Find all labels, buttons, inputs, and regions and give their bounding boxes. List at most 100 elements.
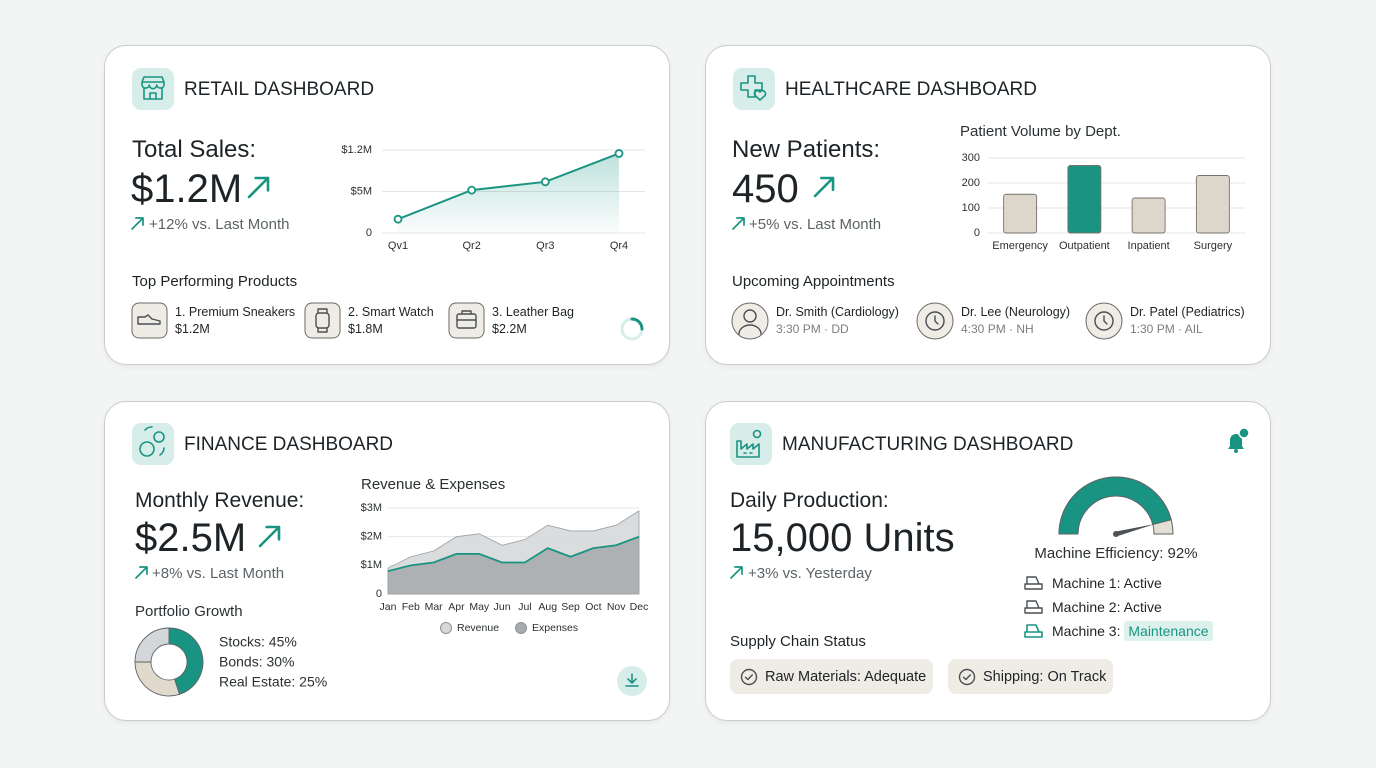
trend-arrow <box>247 176 270 199</box>
machine-label: Machine 2: <box>1052 599 1121 615</box>
pie-slice <box>134 661 181 697</box>
chart-title: Revenue & Expenses <box>361 476 505 493</box>
product-icon <box>131 302 168 339</box>
supply-text: Shipping: On Track <box>983 668 1107 685</box>
x-tick-label: Aug <box>538 601 557 613</box>
product-value: $1.2M <box>175 322 210 336</box>
product-value: $1.8M <box>348 322 383 336</box>
legend-label: Expenses <box>532 622 578 634</box>
legend-swatch <box>440 622 452 634</box>
check-icon <box>958 668 976 685</box>
product-value: $2.2M <box>492 322 527 336</box>
metric-value: 15,000 Units <box>730 516 955 560</box>
product-name: 1. Premium Sneakers <box>175 305 296 319</box>
supply-pill: Shipping: On Track <box>948 659 1113 694</box>
bar <box>1131 197 1166 234</box>
machine-state: Active <box>1123 575 1162 591</box>
x-tick-label: Jun <box>494 601 511 613</box>
legend-swatch <box>515 622 528 634</box>
doctor-avatar <box>731 302 769 340</box>
metric-value: $1.2M <box>131 167 243 211</box>
x-tick-label: Dec <box>630 601 649 613</box>
metric-change: +5% vs. Last Month <box>749 216 882 233</box>
store-icon <box>132 68 174 110</box>
x-tick-label: Qr4 <box>610 240 628 252</box>
x-tick-label: Jul <box>518 601 531 613</box>
y-tick-label: 0 <box>376 588 382 600</box>
notification-bell[interactable] <box>1228 427 1250 453</box>
line-point <box>467 185 477 195</box>
x-tick-label: Qr3 <box>536 240 554 252</box>
x-tick-label: May <box>469 601 490 613</box>
x-tick-label: Mar <box>425 601 444 613</box>
x-tick-label: Inpatient <box>1128 240 1170 252</box>
appointment-doctor: Dr. Smith (Cardiology) <box>776 305 899 319</box>
card-title: RETAIL DASHBOARD <box>184 79 375 100</box>
chart-title: Portfolio Growth <box>135 603 243 620</box>
loading-spinner <box>620 317 644 341</box>
trend-arrow <box>730 566 743 579</box>
metric-change: +12% vs. Last Month <box>149 216 290 233</box>
x-tick-label: Qv1 <box>388 240 408 252</box>
gauge-needle <box>1115 524 1155 537</box>
metric-value: $2.5M <box>135 516 247 560</box>
metric-change: +8% vs. Last Month <box>152 565 285 582</box>
card-title: MANUFACTURING DASHBOARD <box>782 434 1074 455</box>
machine-status: Machine 1: Active <box>1052 576 1162 590</box>
finance-icon <box>132 423 174 465</box>
machine-icon <box>1024 624 1043 638</box>
section-title: Top Performing Products <box>132 273 298 290</box>
clock-icon <box>916 302 954 340</box>
line-area <box>398 153 619 233</box>
legend-label: Revenue <box>457 622 499 634</box>
pie-slice <box>134 627 170 663</box>
metric-label: Daily Production: <box>730 489 889 512</box>
trend-arrow <box>732 217 745 230</box>
card-title: HEALTHCARE DASHBOARD <box>785 79 1037 100</box>
download-button[interactable] <box>617 666 647 696</box>
x-tick-label: Feb <box>402 601 420 613</box>
y-tick-label: 0 <box>974 227 980 239</box>
trend-arrow <box>813 176 835 198</box>
appointment-time: 4:30 PM · NH <box>961 322 1034 336</box>
y-tick-label: $1.2M <box>341 144 372 156</box>
y-tick-label: $5M <box>351 185 372 197</box>
line-point <box>614 149 624 158</box>
pie-label: Stocks: 45% <box>219 634 297 650</box>
supply-pill: Raw Materials: Adequate <box>730 659 933 694</box>
x-tick-label: Nov <box>607 601 626 613</box>
area-line <box>387 535 640 572</box>
x-tick-label: Qr2 <box>462 240 480 252</box>
check-icon <box>740 668 758 685</box>
factory-icon <box>730 423 772 465</box>
gauge-hub <box>1113 531 1119 537</box>
gauge-label: Machine Efficiency: 92% <box>1034 545 1197 562</box>
pie-label: Real Estate: 25% <box>219 674 327 690</box>
clock-icon <box>1085 302 1123 340</box>
machine-state: Maintenance <box>1124 621 1213 641</box>
machine-icon <box>1024 600 1043 614</box>
trend-arrow <box>258 525 281 548</box>
machine-state: Active <box>1123 599 1162 615</box>
product-icon <box>304 302 341 339</box>
metric-value: 450 <box>732 167 799 211</box>
metric-label: Total Sales: <box>132 136 257 163</box>
healthcare-card <box>705 45 1271 365</box>
card-title: FINANCE DASHBOARD <box>184 434 394 455</box>
metric-label: New Patients: <box>732 136 881 163</box>
x-tick-label: Emergency <box>992 240 1048 252</box>
metric-label: Monthly Revenue: <box>135 489 305 512</box>
trend-arrow <box>131 217 144 230</box>
y-tick-label: 100 <box>962 202 980 214</box>
x-tick-label: Outpatient <box>1059 240 1110 252</box>
bar <box>1195 175 1230 234</box>
pie-label: Bonds: 30% <box>219 654 295 670</box>
product-icon <box>448 302 485 339</box>
machine-icon <box>1024 576 1043 590</box>
appointment-doctor: Dr. Patel (Pediatrics) <box>1130 305 1245 319</box>
machine-label: Machine 1: <box>1052 575 1121 591</box>
trend-arrow <box>135 566 148 579</box>
y-tick-label: $3M <box>361 502 382 514</box>
